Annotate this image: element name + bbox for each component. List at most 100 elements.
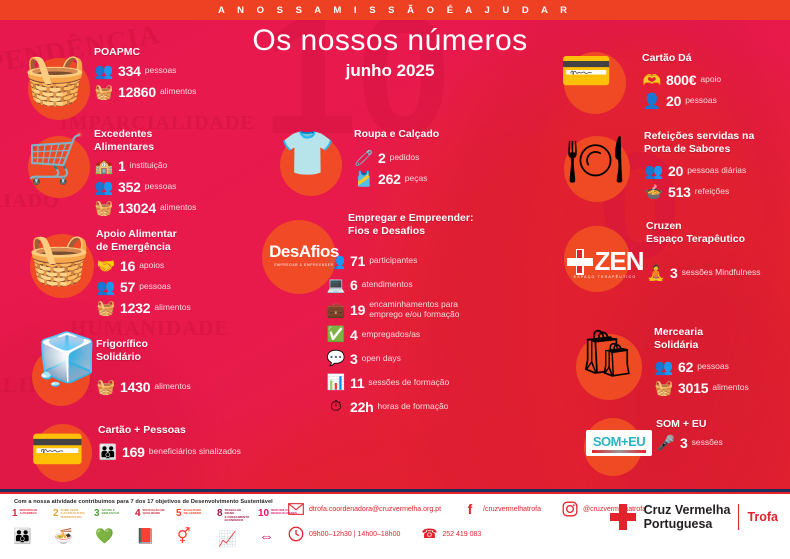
stat-row: 🏫 1 instituição: [94, 157, 232, 175]
stat-row: 🤝 16 apoios: [96, 257, 232, 275]
clothes-rack-icon: 🎽: [354, 170, 374, 188]
footer-rule-navy: [0, 489, 790, 492]
stat-row: 👥 352 pessoas: [94, 178, 232, 196]
stat-unit: refeições: [694, 186, 730, 197]
stat-row: 💼 19 encaminhamentos para emprego e/ou f…: [326, 299, 512, 320]
food-crate-icon: 🧺: [96, 299, 116, 317]
stat-unit: empregados/as: [361, 328, 421, 339]
stat-unit: pessoas: [139, 281, 171, 292]
facebook-text: /cruzvermelhatrofa: [483, 505, 541, 513]
instagram-text: @cruzvermelhatrofa: [582, 505, 647, 513]
stat-list: 🧺 1430 alimentos: [96, 378, 232, 396]
accent-disc: [576, 334, 642, 400]
stopwatch-icon: ⏱: [330, 398, 342, 416]
stat-list: 🤝 16 apoios 👥 57 pessoas 🧺 1232 alimento…: [96, 257, 232, 317]
stat-unit: encaminhamentos para emprego e/ou formaç…: [369, 299, 460, 320]
stat-row: 👥 20 pessoas diárias: [644, 162, 785, 180]
stat-block-mercearia-solidaria: 🛍 Mercearia Solidária 👥 62 pessoas 🧺 301…: [570, 326, 790, 400]
growth-chart-icon: 📈: [218, 531, 237, 549]
stat-block-cartao-da: 💳 Cartão Dá 🫶 800€ apoio 👤 20 pessoas: [550, 44, 780, 114]
hours-info: 09h00–12h30 | 14h00–18h00: [288, 526, 400, 542]
shopping-basket-icon: 🛒: [26, 133, 86, 186]
stat-row: 🧺 12860 alimentos: [94, 83, 222, 101]
stat-unit: instituição: [129, 160, 168, 171]
stat-value: 2: [378, 150, 386, 167]
stat-block-roupa-e-calcado: 👕 Roupa e Calçado 🧷 2 pedidos 🎽 262 peça…: [272, 128, 502, 196]
stat-value: 800€: [666, 72, 697, 89]
picnic-basket-icon: 🧺: [24, 51, 87, 107]
stat-unit: apoios: [139, 260, 165, 271]
page-title: Os nossos números: [252, 24, 528, 57]
heartbeat-icon: 💚: [95, 528, 114, 545]
hours-text: 09h00–12h30 | 14h00–18h00: [309, 530, 401, 538]
stat-unit: pessoas diárias: [687, 165, 747, 176]
cruzen-logo: ZEN ESPAÇO TERAPÊUTICO: [566, 246, 645, 279]
footer-rule-red: [0, 492, 790, 494]
stat-list: 👥 71 participantes 💻 6 atendimentos 💼 19…: [326, 252, 512, 416]
footer: Com a nossa atividade contribuímos para …: [0, 489, 790, 559]
fridge-icon: 🧊: [36, 331, 99, 387]
stat-block-apoio-alimentar-emergencia: 🧺 Apoio Alimentar de Emergência 🤝 16 apo…: [22, 228, 232, 317]
people-icon: 👥: [654, 358, 674, 376]
fruit-basket-icon: 🧺: [28, 231, 91, 287]
email-contact[interactable]: dtrofa.coordenadora@cruzvermelha.org.pt: [288, 501, 441, 517]
accent-disc: [32, 348, 90, 406]
stat-unit: sessões Mindfulness: [681, 267, 761, 278]
accent-disc: [280, 134, 342, 196]
stat-row: 🧺 1430 alimentos: [96, 378, 232, 396]
support-desk-icon: 💻: [326, 276, 346, 294]
stat-unit: open days: [361, 352, 401, 363]
microphone-icon: 🎤: [656, 434, 676, 452]
facebook-contact[interactable]: f /cruzvermelhatrofa: [462, 501, 541, 517]
background-ghost-number: 10: [262, 0, 452, 170]
stat-list: 👥 334 pessoas 🧺 12860 alimentos: [94, 62, 222, 101]
stat-list: 👥 62 pessoas 🧺 3015 alimentos: [654, 358, 790, 397]
zen-wordmark: ZEN: [566, 246, 645, 277]
instagram-contact[interactable]: @cruzvermelhatrofa: [562, 501, 646, 517]
block-title: Apoio Alimentar de Emergência: [96, 228, 177, 254]
stat-value: 20: [668, 163, 684, 180]
food-crate-icon: 🧺: [654, 379, 674, 397]
stat-block-excedentes-alimentares: 🛒 Excedentes Alimentares 🏫 1 instituição…: [22, 128, 232, 217]
stat-value: 4: [350, 326, 358, 343]
stat-unit: horas de formação: [377, 400, 449, 411]
accent-disc: [262, 220, 336, 294]
stat-unit: pessoas: [144, 65, 177, 76]
donation-heart-icon: 🫶: [642, 71, 662, 89]
block-title: Frigorífico Solidário: [96, 338, 148, 364]
sdg-icon-row: 1 ERRADICAR A POBREZA 👪 2 FOME ZERO E AGRI…: [12, 508, 297, 549]
check-circle-icon: ✅: [326, 326, 346, 344]
stat-row: 👪 169 beneficiários sinalizados: [98, 443, 262, 461]
stat-value: 3: [680, 435, 688, 452]
equality-icon: ⇔: [259, 528, 274, 545]
stat-row: 💬 3 open days: [326, 350, 512, 368]
stat-unit: participantes: [369, 255, 418, 266]
food-crate-icon: 🧺: [94, 83, 114, 101]
hand-card-icon: 💳: [560, 47, 613, 94]
stat-value: 3015: [678, 380, 709, 397]
stat-unit: alimentos: [159, 202, 197, 213]
briefcase-icon: 💼: [326, 301, 346, 319]
stat-value: 19: [350, 302, 366, 319]
helping-hands-icon: 🤝: [96, 257, 116, 275]
stat-block-empregar-e-empreender: DesAfios EMPREGAR & EMPREENDER Empregar …: [262, 212, 512, 416]
stat-list: 👥 20 pessoas diárias 🍲 513 refeições: [644, 162, 785, 201]
stat-value: 62: [678, 359, 694, 376]
meditation-icon: 🧘: [646, 264, 666, 282]
stat-unit: peças: [404, 173, 428, 184]
book-icon: 📕: [136, 528, 155, 545]
stat-row: 🎤 3 sessões: [656, 434, 790, 452]
stat-row: 👤 20 pessoas: [642, 92, 780, 110]
stat-value: 3: [350, 350, 358, 367]
accent-disc: [564, 52, 626, 114]
stat-row: 🍲 513 refeições: [644, 183, 785, 201]
stat-value: 6: [350, 277, 358, 294]
stat-block-cartao-mais-pessoas: 💳 Cartão + Pessoas 👪 169 beneficiários s…: [22, 412, 262, 482]
block-title: POAPMC: [94, 46, 141, 58]
phone-contact[interactable]: ☎ 252 419 083: [421, 526, 481, 542]
organization-logo: Cruz Vermelha Portuguesa Trofa: [609, 503, 778, 531]
stat-value: 71: [350, 253, 366, 270]
sdg-item-5: 5 IGUALDADE DE GÉNERO ⚥: [176, 508, 210, 548]
brand-divider: [738, 504, 740, 530]
stat-row: 👥 334 pessoas: [94, 62, 222, 80]
